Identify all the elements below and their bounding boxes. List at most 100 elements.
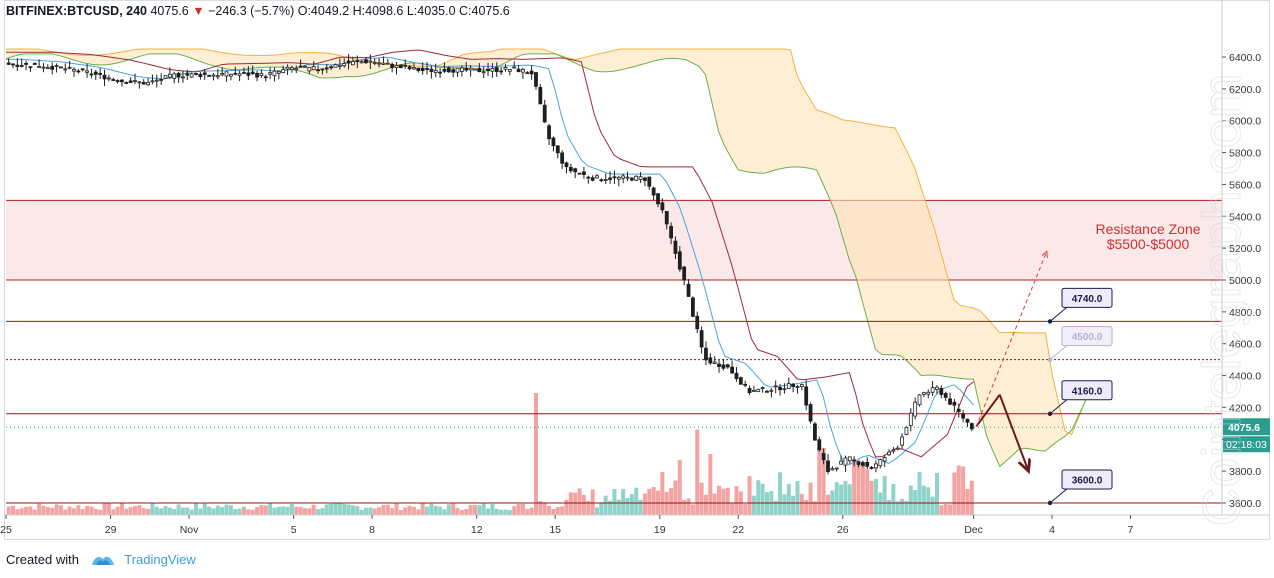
x-tick-label: 12 — [471, 524, 483, 536]
candle-body — [551, 137, 556, 147]
chart-frame[interactable] — [4, 0, 1270, 540]
volume-bar — [843, 480, 848, 515]
candle-body — [704, 347, 708, 361]
volume-bar — [403, 507, 408, 515]
level-callout-text: 3600.0 — [1072, 476, 1103, 487]
candle-body — [778, 386, 782, 391]
volume-bar — [686, 498, 691, 515]
volume-bar — [124, 508, 129, 515]
volume-bar — [350, 505, 355, 515]
candle-body — [481, 71, 486, 74]
y-tick-label: 3800.0 — [1229, 466, 1261, 478]
volume-bar — [734, 486, 739, 515]
volume-bar — [882, 476, 887, 515]
candle-body — [394, 65, 399, 68]
candle-body — [690, 297, 695, 317]
volume-bar — [163, 506, 168, 515]
volume-bar — [425, 506, 430, 515]
volume-bar — [446, 504, 451, 515]
candle-body — [477, 68, 482, 72]
level-callout-text: 4740.0 — [1072, 294, 1103, 305]
candle-body — [969, 423, 974, 430]
volume-bar — [887, 500, 892, 515]
candle-body — [176, 72, 181, 78]
volume-bar — [241, 506, 246, 515]
candle-body — [904, 427, 909, 435]
candle-body — [420, 67, 425, 72]
volume-bar — [934, 472, 939, 515]
volume-bar — [433, 505, 438, 515]
volume-bar — [969, 480, 974, 515]
volume-bar — [464, 508, 469, 515]
volume-bar — [455, 508, 460, 515]
volume-bar — [913, 489, 918, 515]
candle-body — [442, 68, 447, 72]
volume-bar — [202, 503, 207, 515]
candle-body — [939, 388, 944, 395]
volume-bar — [751, 495, 756, 515]
candle-body — [459, 67, 464, 72]
volume-bar — [167, 507, 172, 515]
volume-bar — [237, 508, 242, 515]
candle-body — [425, 68, 429, 70]
footer: Created with TradingView — [6, 552, 196, 567]
candle-body — [390, 63, 395, 68]
callout-anchor — [1047, 357, 1053, 362]
volume-bar — [50, 508, 55, 515]
y-tick-label: 5200.0 — [1229, 243, 1261, 255]
volume-bar — [198, 508, 203, 515]
volume-bar — [128, 507, 133, 515]
candle-body — [50, 66, 55, 70]
volume-bar — [224, 504, 229, 515]
volume-bar — [542, 502, 547, 515]
candle-body — [307, 66, 312, 72]
x-tick-label: 5 — [291, 524, 297, 536]
candle-body — [89, 73, 94, 76]
candle-body — [542, 104, 547, 123]
candle-body — [738, 377, 743, 385]
countdown-text: 02:18:03 — [1226, 439, 1267, 451]
volume-bar — [490, 504, 495, 515]
candle-body — [516, 68, 521, 73]
countdown-tag — [1223, 436, 1270, 453]
candle-body — [150, 80, 155, 83]
candle-body — [608, 177, 612, 180]
candle-body — [255, 72, 259, 78]
volume-bar — [272, 507, 277, 515]
candle-body — [45, 67, 50, 70]
volume-bar — [438, 506, 443, 515]
symbol-label: BITFINEX:BTCUSD, 240 — [6, 4, 147, 18]
candle-body — [137, 81, 142, 84]
volume-bar — [538, 501, 543, 515]
candle-body — [852, 459, 857, 462]
volume-bar — [860, 464, 865, 515]
volume-bar — [41, 505, 46, 515]
candle-body — [521, 68, 525, 73]
candle-body — [952, 401, 957, 406]
candle-body — [534, 72, 538, 87]
candle-body — [568, 167, 573, 172]
volume-bar — [172, 508, 177, 515]
candle-body — [891, 449, 896, 452]
volume-bar — [900, 498, 905, 515]
volume-bar — [568, 492, 573, 515]
candle-body — [41, 66, 46, 69]
candle-body — [333, 64, 338, 68]
volume-bar — [577, 488, 582, 515]
x-tick-label: 8 — [369, 524, 375, 536]
candle-body — [329, 66, 334, 69]
candle-body — [85, 70, 89, 73]
volume-bar — [525, 509, 530, 515]
tradingview-link[interactable]: TradingView — [124, 552, 196, 567]
candle-body — [403, 64, 408, 67]
candle-body — [372, 61, 377, 64]
volume-bar — [612, 489, 617, 515]
volume-bar — [895, 501, 900, 515]
candle-body — [725, 364, 730, 368]
candle-body — [834, 467, 839, 470]
volume-bar — [782, 494, 787, 515]
candle-body — [721, 364, 726, 369]
candle-body — [634, 175, 639, 181]
volume-bar — [246, 509, 251, 515]
